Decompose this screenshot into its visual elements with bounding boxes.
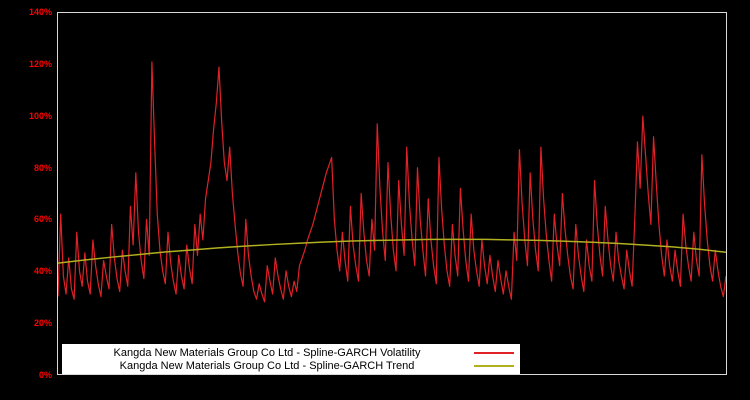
y-axis-label: 80% bbox=[33, 162, 52, 173]
trend-line-swatch bbox=[474, 364, 514, 367]
volatility-line-swatch bbox=[474, 351, 514, 354]
chart-svg bbox=[58, 61, 726, 303]
y-axis-label: 60% bbox=[33, 214, 52, 225]
legend: Kangda New Materials Group Co Ltd - Spli… bbox=[62, 344, 520, 374]
legend-item-volatility: Kangda New Materials Group Co Ltd - Spli… bbox=[68, 346, 514, 359]
y-axis-label: 120% bbox=[28, 58, 52, 69]
y-axis-label: 100% bbox=[28, 110, 52, 121]
y-axis-label: 0% bbox=[38, 370, 52, 380]
y-axis-label: 40% bbox=[33, 266, 52, 277]
volatility-line bbox=[58, 61, 726, 303]
trend-line bbox=[58, 238, 726, 264]
plot-area bbox=[57, 12, 727, 375]
y-axis-label: 20% bbox=[33, 318, 52, 329]
legend-label-volatility: Kangda New Materials Group Co Ltd - Spli… bbox=[113, 346, 421, 359]
legend-item-trend: Kangda New Materials Group Co Ltd - Spli… bbox=[68, 359, 514, 372]
legend-label-trend: Kangda New Materials Group Co Ltd - Spli… bbox=[119, 359, 415, 372]
y-axis-label: 140% bbox=[28, 7, 52, 17]
